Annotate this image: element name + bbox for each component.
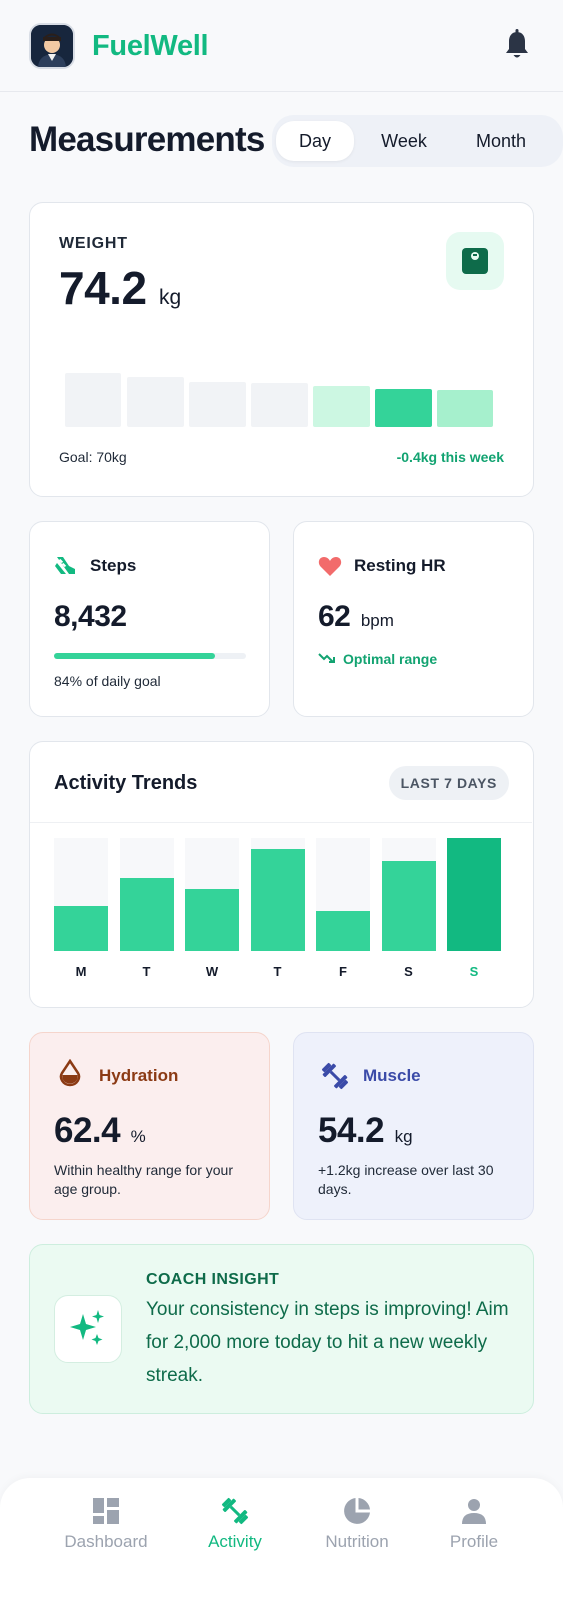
pie-chart-icon (344, 1498, 370, 1524)
coach-insight-text: Your consistency in steps is improving! … (146, 1299, 509, 1386)
trend-bar[interactable] (185, 889, 239, 951)
nav-item-nutrition[interactable]: Nutrition (297, 1496, 417, 1552)
tab-day[interactable]: Day (276, 121, 354, 161)
scale-icon (446, 232, 504, 290)
trend-range-badge[interactable]: LAST 7 DAYS (388, 766, 509, 800)
resting-hr-status: Optimal range (343, 651, 438, 667)
trend-bar[interactable] (250, 849, 305, 951)
range-selector: Day Week Month (272, 115, 563, 167)
trend-day-label: F (339, 964, 347, 979)
trend-bar[interactable] (119, 878, 174, 951)
muscle-unit: kg (394, 1127, 413, 1146)
trend-day-label: W (205, 964, 219, 979)
trend-bar[interactable] (447, 838, 501, 951)
nav-label-activity: Activity (208, 1532, 262, 1551)
steps-label: Steps (90, 556, 137, 575)
app-header: FuelWell (0, 0, 563, 92)
weight-label: WEIGHT (59, 235, 128, 252)
divider (30, 822, 532, 823)
muscle-card[interactable]: Muscle 54.2 kg +1.2kg increase over last… (293, 1032, 534, 1220)
trend-down-icon (318, 653, 335, 663)
muscle-label: Muscle (363, 1066, 421, 1085)
sparkles-icon (54, 1295, 122, 1363)
activity-trends-title: Activity Trends (54, 772, 198, 794)
activity-trends-card[interactable]: Activity Trends LAST 7 DAYS M T W T F S S (29, 741, 534, 1008)
hydration-value: 62.4 (54, 1111, 121, 1150)
hydration-card[interactable]: Hydration 62.4 % Within healthy range fo… (29, 1032, 270, 1220)
avatar[interactable] (29, 23, 75, 69)
weight-change: -0.4kg this week (396, 449, 504, 465)
hydration-caption: Within healthy range for your age group. (54, 1162, 233, 1197)
nav-item-profile[interactable]: Profile (414, 1496, 534, 1552)
resting-hr-card[interactable]: Resting HR 62 bpm Optimal range (293, 521, 534, 717)
steps-card[interactable]: Steps 8,432 84% of daily goal (29, 521, 270, 717)
weight-value: 74.2 (59, 262, 147, 314)
nav-label-profile: Profile (449, 1532, 499, 1551)
activity-icon (221, 1497, 249, 1525)
steps-progress-bar (54, 653, 246, 659)
trend-day-label: S (469, 964, 479, 979)
coach-insight-label: COACH INSIGHT (146, 1271, 280, 1288)
resting-hr-label: Resting HR (354, 556, 446, 575)
trend-bar[interactable] (54, 906, 108, 951)
page-title: Measurements (29, 120, 265, 159)
resting-hr-unit: bpm (360, 611, 394, 630)
weight-card[interactable]: WEIGHT 74.2 kg Goal: 70kg -0.4kg this we… (29, 202, 534, 497)
shoe-icon (55, 557, 75, 574)
resting-hr-value: 62 (318, 600, 351, 633)
trend-bar[interactable] (381, 861, 436, 951)
trend-day-label: T (273, 964, 282, 979)
steps-caption: 84% of daily goal (54, 673, 161, 689)
coach-insight-card[interactable]: COACH INSIGHT Your consistency in steps … (29, 1244, 534, 1414)
heart-icon (318, 557, 342, 576)
dashboard-icon (93, 1498, 119, 1524)
weight-goal: Goal: 70kg (59, 449, 127, 465)
tab-week[interactable]: Week (381, 131, 427, 151)
muscle-caption: +1.2kg increase over last 30 days. (318, 1162, 494, 1197)
steps-value: 8,432 (54, 600, 127, 633)
muscle-value: 54.2 (318, 1111, 385, 1150)
trend-day-label: T (142, 964, 151, 979)
trend-day-label: M (75, 964, 87, 979)
nav-label-nutrition: Nutrition (325, 1532, 389, 1551)
water-drop-icon (59, 1059, 81, 1087)
hydration-label: Hydration (99, 1066, 179, 1085)
trend-bar[interactable] (316, 911, 370, 951)
trend-day-label: S (404, 964, 413, 979)
brand-name: FuelWell (92, 30, 209, 62)
nav-item-dashboard[interactable]: Dashboard (46, 1496, 166, 1552)
nav-item-activity[interactable]: Activity (175, 1496, 295, 1552)
weight-unit: kg (158, 286, 182, 309)
person-icon (462, 1499, 486, 1524)
dumbbell-icon (321, 1062, 349, 1090)
bottom-navigation: Dashboard Activity Nutrition Profile (0, 1478, 563, 1600)
notification-bell-icon[interactable] (503, 29, 531, 63)
tab-month[interactable]: Month (475, 131, 527, 151)
hydration-unit: % (130, 1127, 146, 1146)
nav-label-dashboard: Dashboard (64, 1532, 148, 1551)
